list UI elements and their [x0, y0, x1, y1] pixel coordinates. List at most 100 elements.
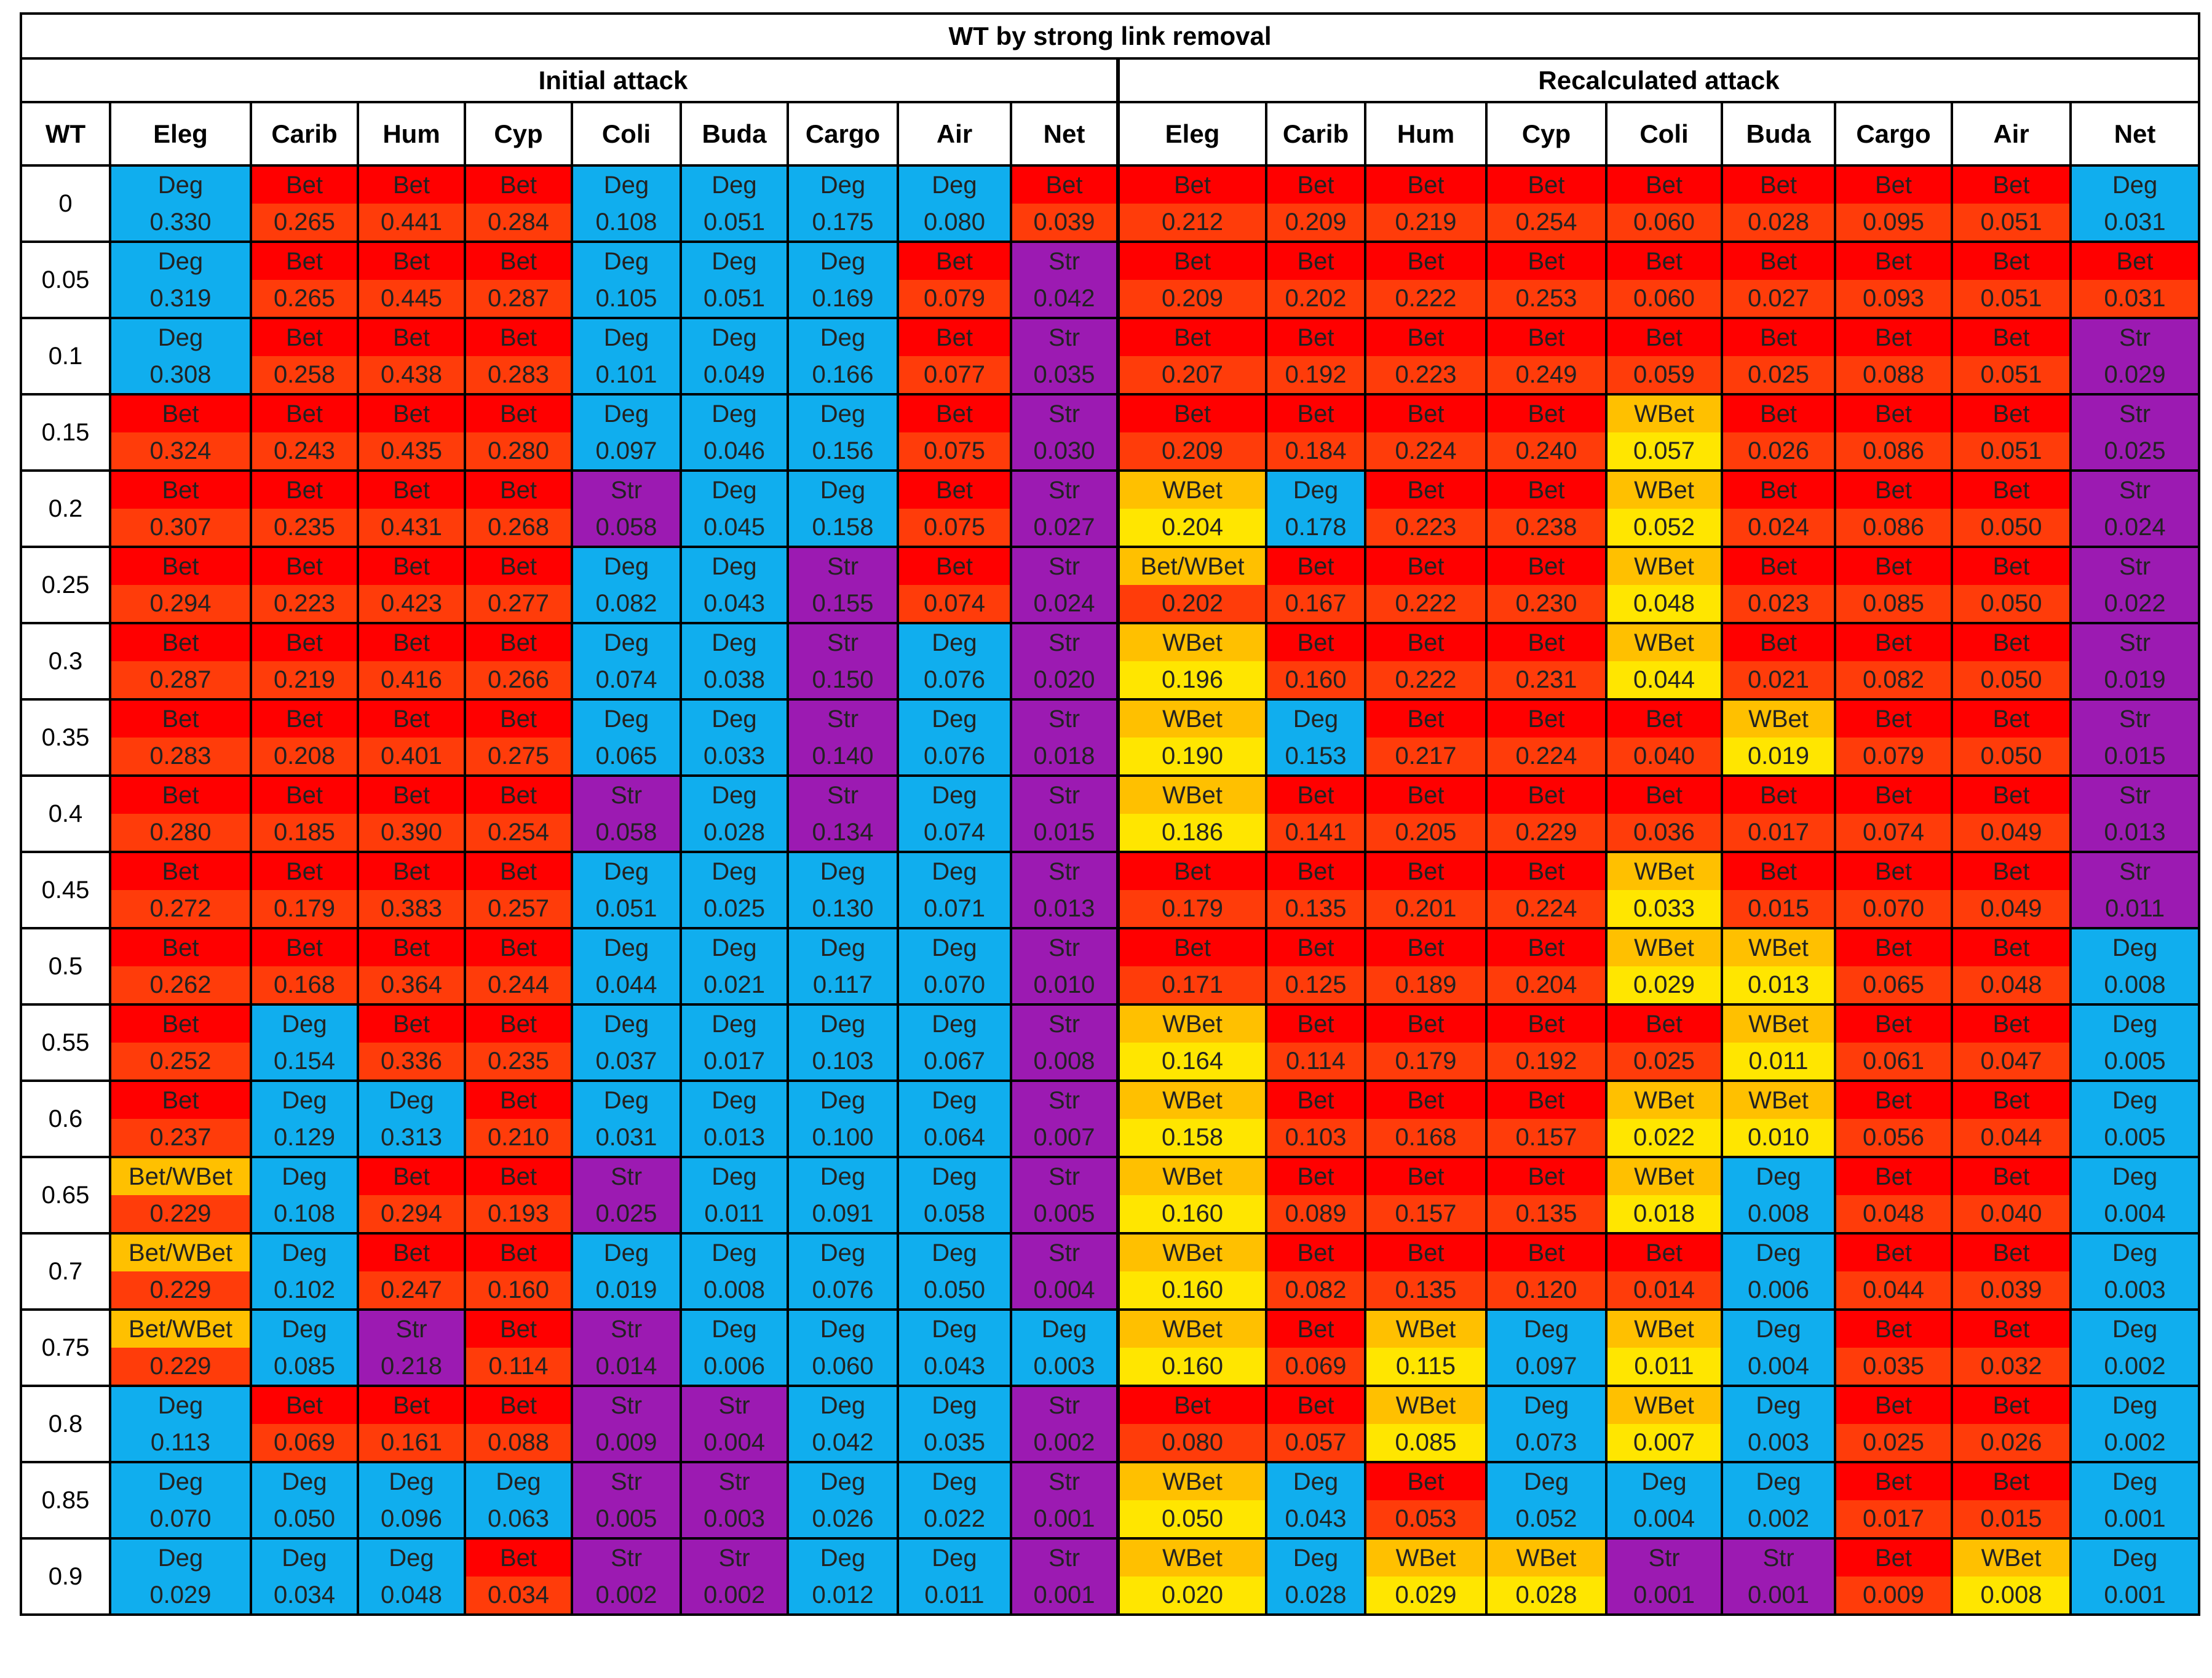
attack-value: 0.028	[1723, 204, 1834, 241]
attack-label: WBet	[1120, 1463, 1265, 1500]
attack-label: Deg	[789, 243, 897, 280]
attack-value: 0.179	[252, 890, 357, 927]
result-cell: Bet 0.051	[1951, 317, 2072, 396]
attack-label: Deg	[573, 396, 680, 432]
attack-value: 0.237	[111, 1119, 250, 1156]
result-cell: Str 0.035	[1010, 317, 1120, 396]
attack-value: 0.065	[1836, 966, 1951, 1003]
attack-value: 0.229	[1488, 814, 1605, 851]
data-row: 0.4 Bet 0.280 Bet 0.185 Bet 0.390 Bet 0.254 Str 0.…	[20, 774, 2201, 853]
attack-value: 0.157	[1488, 1119, 1605, 1156]
wt-value: 0.75	[20, 1308, 111, 1387]
attack-value: 0.073	[1488, 1424, 1605, 1461]
attack-value: 0.048	[1953, 966, 2069, 1003]
attack-value: 0.040	[1607, 738, 1721, 774]
attack-label: Bet	[1723, 472, 1834, 509]
result-cell: Str 0.042	[1010, 241, 1120, 319]
result-cell: Bet 0.086	[1834, 393, 1953, 472]
attack-value: 0.101	[573, 356, 680, 393]
attack-value: 0.050	[252, 1500, 357, 1537]
attack-value: 0.129	[252, 1119, 357, 1156]
data-row: 0.2 Bet 0.307 Bet 0.235 Bet 0.431 Bet 0.268 Str 0.…	[20, 469, 2201, 548]
attack-label: Bet	[1836, 167, 1951, 204]
attack-value: 0.204	[1120, 509, 1265, 546]
attack-value: 0.005	[1012, 1195, 1116, 1232]
attack-label: Bet	[1267, 167, 1364, 204]
attack-value: 0.105	[573, 280, 680, 317]
attack-label: Str	[1012, 1235, 1116, 1271]
attack-value: 0.048	[1836, 1195, 1951, 1232]
result-cell: Bet 0.222	[1364, 546, 1488, 624]
result-cell: Bet 0.075	[897, 469, 1012, 548]
result-cell: Deg 0.156	[787, 393, 899, 472]
column-header: Coli	[571, 101, 682, 167]
result-cell: Str 0.014	[571, 1308, 682, 1387]
result-cell: Bet 0.205	[1364, 774, 1488, 853]
attack-value: 0.051	[682, 204, 787, 241]
attack-value: 0.229	[111, 1271, 250, 1308]
attack-value: 0.423	[359, 585, 464, 622]
attack-value: 0.074	[573, 661, 680, 698]
attack-label: Bet	[466, 319, 571, 356]
attack-label: Deg	[899, 777, 1010, 814]
attack-label: Bet	[1120, 929, 1265, 966]
attack-value: 0.001	[2072, 1500, 2198, 1537]
attack-label: Deg	[573, 853, 680, 890]
result-cell: Str 0.004	[1010, 1232, 1120, 1311]
result-cell: Bet 0.017	[1721, 774, 1836, 853]
attack-label: Bet	[1366, 548, 1485, 585]
result-cell: Deg 0.091	[787, 1156, 899, 1235]
result-cell: Bet 0.048	[1951, 927, 2072, 1006]
attack-label: Bet	[1267, 624, 1364, 661]
attack-label: Bet	[466, 167, 571, 204]
attack-value: 0.074	[1836, 814, 1951, 851]
attack-value: 0.219	[252, 661, 357, 698]
attack-label: Deg	[1267, 1540, 1364, 1577]
result-cell: WBet 0.186	[1117, 774, 1267, 853]
attack-label: Str	[789, 777, 897, 814]
attack-label: Bet	[466, 1006, 571, 1043]
result-cell: Deg 0.043	[897, 1308, 1012, 1387]
attack-label: Str	[789, 624, 897, 661]
result-cell: Bet 0.017	[1834, 1461, 1953, 1540]
result-cell: Bet/WBet 0.229	[109, 1308, 252, 1387]
attack-label: Bet	[1488, 319, 1605, 356]
column-header: Air	[1951, 101, 2072, 167]
result-cell: Deg 0.058	[897, 1156, 1012, 1235]
attack-label: Bet	[1488, 243, 1605, 280]
attack-label: Bet	[111, 396, 250, 432]
result-cell: Bet 0.192	[1485, 1003, 1607, 1082]
attack-value: 0.013	[682, 1119, 787, 1156]
attack-value: 0.140	[789, 738, 897, 774]
data-row: 0.65 Bet/WBet 0.229 Deg 0.108 Bet 0.294 Bet 0.19…	[20, 1156, 2201, 1235]
attack-value: 0.023	[1723, 585, 1834, 622]
result-cell: Bet 0.283	[109, 698, 252, 777]
attack-value: 0.254	[1488, 204, 1605, 241]
attack-value: 0.222	[1366, 585, 1485, 622]
result-cell: Bet 0.209	[1117, 393, 1267, 472]
result-cell: Deg 0.085	[250, 1308, 359, 1387]
result-cell: Bet 0.223	[1364, 469, 1488, 548]
result-cell: Str 0.005	[571, 1461, 682, 1540]
result-cell: Bet 0.431	[357, 469, 466, 548]
attack-value: 0.028	[1267, 1577, 1364, 1613]
attack-label: Deg	[573, 701, 680, 738]
attack-value: 0.002	[573, 1577, 680, 1613]
attack-value: 0.167	[1267, 585, 1364, 622]
attack-label: Bet	[1836, 548, 1951, 585]
attack-value: 0.051	[573, 890, 680, 927]
result-cell: Deg 0.063	[464, 1461, 573, 1540]
attack-label: Deg	[789, 1463, 897, 1500]
attack-value: 0.052	[1607, 509, 1721, 546]
result-cell: Bet 0.253	[1485, 241, 1607, 319]
result-cell: Bet 0.040	[1951, 1156, 2072, 1235]
attack-label: WBet	[1366, 1540, 1485, 1577]
result-cell: Bet 0.074	[897, 546, 1012, 624]
attack-label: Deg	[573, 1235, 680, 1271]
result-cell: Deg 0.008	[1721, 1156, 1836, 1235]
attack-value: 0.205	[1366, 814, 1485, 851]
attack-value: 0.218	[359, 1348, 464, 1385]
attack-value: 0.364	[359, 966, 464, 1003]
data-row: 0 Deg 0.330 Bet 0.265 Bet 0.441 Bet 0.284 Deg 0.10…	[20, 164, 2201, 243]
attack-label: Bet	[359, 1235, 464, 1271]
